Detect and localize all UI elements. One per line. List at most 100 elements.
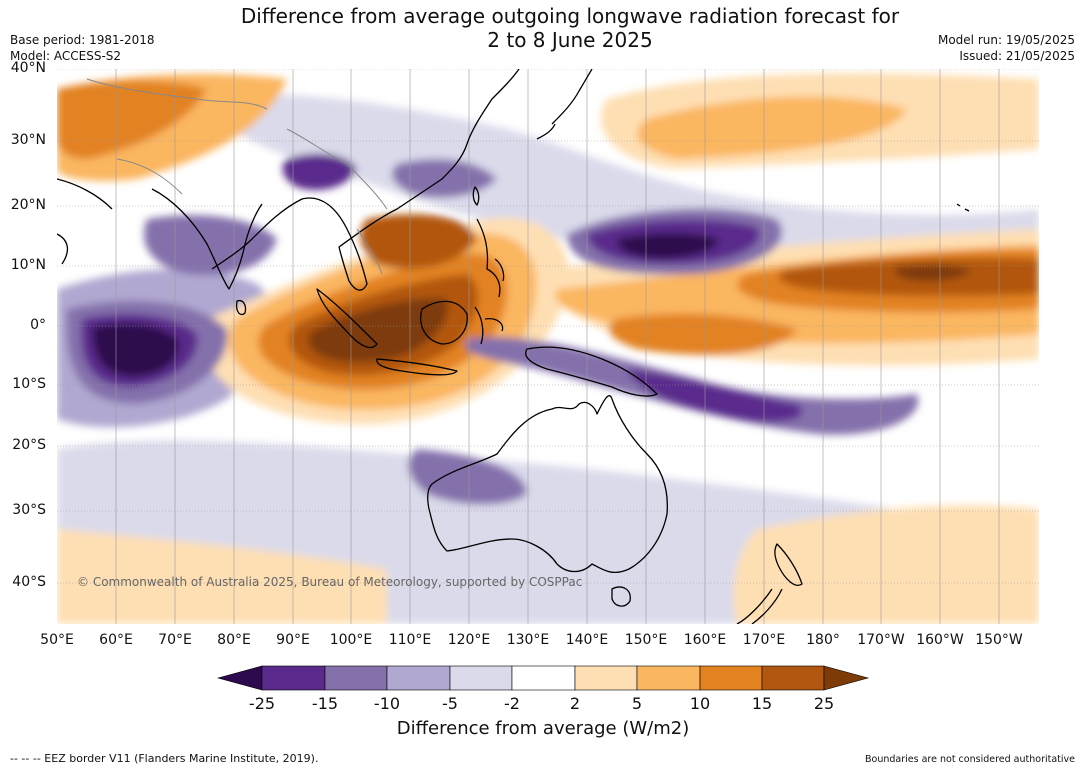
- model-name-text: Model: ACCESS-S2: [10, 49, 122, 63]
- colorbar-segment-15-to-25: [761, 665, 825, 691]
- colorbar-tick: -10: [373, 694, 401, 713]
- colorbar-segment-minus-5-to-minus-2: [449, 665, 513, 691]
- negative-anomaly-band-10-15: [143, 215, 277, 276]
- colorbar-title: Difference from average (W/m2): [396, 718, 690, 739]
- lat-label-equator: 0°: [30, 317, 46, 333]
- lon-label-150e: 150°E: [624, 632, 668, 648]
- positive-anomaly-band-10-15: [608, 313, 797, 355]
- lon-label-170e: 170°E: [742, 632, 786, 648]
- lon-label-70e: 70°E: [158, 632, 192, 648]
- colorbar-tick: 5: [631, 694, 643, 713]
- colorbar-tick: -2: [504, 694, 520, 713]
- issued-date-text: Issued: 21/05/2025: [959, 49, 1075, 63]
- colorbar-tick: -25: [248, 694, 276, 713]
- negative-anomaly-extreme: [617, 233, 719, 259]
- eez-border-note: -- -- -- EEZ border V11 (Flanders Marine…: [10, 752, 319, 765]
- lat-label-30s: 30°S: [12, 502, 46, 518]
- lat-label-40s: 40°S: [12, 574, 46, 590]
- india-coastline: [151, 188, 263, 290]
- colorbar-tick: 2: [569, 694, 581, 713]
- colorbar: [216, 665, 870, 691]
- philippines-coastline: [476, 218, 505, 298]
- japan-coastline: [536, 69, 593, 140]
- borneo-coastline: [420, 300, 468, 345]
- positive-anomaly-extreme: [308, 298, 448, 363]
- lat-label-20n: 20°N: [10, 197, 46, 213]
- arabia-coastline: [57, 178, 113, 265]
- graticule: [57, 69, 1039, 624]
- negative-anomaly-band-15-25: [627, 369, 803, 423]
- title-line-1: Difference from average outgoing longwav…: [240, 4, 900, 28]
- colorbar-tick: -15: [311, 694, 339, 713]
- lon-label-140e: 140°E: [565, 632, 609, 648]
- sumatra-coastline: [316, 288, 378, 349]
- lon-label-100e: 100°E: [329, 632, 373, 648]
- colorbar-segment-minus-10-to-minus-5: [386, 665, 451, 691]
- lon-label-50e: 50°E: [40, 632, 74, 648]
- country-borders: [86, 78, 388, 275]
- negative-anomaly-band-10-15: [408, 449, 527, 505]
- positive-anomaly-band-2-5: [733, 505, 1039, 624]
- colorbar-segment-2-to-5: [574, 665, 638, 691]
- lon-label-60e: 60°E: [99, 632, 133, 648]
- lon-label-150w: 150°W: [975, 632, 1023, 648]
- lon-label-160e: 160°E: [683, 632, 727, 648]
- lon-label-180: 180°: [806, 632, 840, 648]
- model-info: Base period: 1981-2018 Model: ACCESS-S2: [10, 32, 155, 64]
- colorbar-segment-minus-2-to-2: [511, 665, 576, 691]
- positive-anomaly-extreme: [894, 264, 972, 281]
- positive-anomaly-band-5-10: [637, 96, 907, 159]
- lon-label-160w: 160°W: [916, 632, 964, 648]
- lon-label-110e: 110°E: [388, 632, 432, 648]
- negative-anomaly-band-2-5: [197, 93, 1039, 274]
- run-info: Model run: 19/05/2025 Issued: 21/05/2025: [938, 32, 1075, 64]
- olr-anomaly-map: © Commonwealth of Australia 2025, Bureau…: [57, 69, 1039, 624]
- negative-anomaly-band-10-15: [392, 159, 497, 198]
- title-line-2: 2 to 8 June 2025: [487, 28, 653, 52]
- base-period-text: Base period: 1981-2018: [10, 33, 155, 47]
- boundary-disclaimer: Boundaries are not considered authoritat…: [865, 754, 1075, 765]
- lon-label-80e: 80°E: [217, 632, 251, 648]
- colorbar-segment-minus-25-to-minus-15: [261, 665, 326, 691]
- colorbar-tick: 25: [813, 694, 835, 713]
- new-zealand-south-island: [736, 588, 783, 624]
- mainland-asia-coastline: [211, 69, 520, 291]
- lon-label-90e: 90°E: [276, 632, 310, 648]
- sri-lanka-coastline: [235, 299, 247, 316]
- positive-anomaly-band-15-25: [360, 214, 477, 269]
- colorbar-segment-below-minus-25: [216, 665, 263, 691]
- coastlines: [57, 69, 970, 624]
- lat-label-20s: 20°S: [12, 437, 46, 453]
- copyright-notice: © Commonwealth of Australia 2025, Bureau…: [77, 575, 582, 589]
- chart-title: Difference from average outgoing longwav…: [170, 4, 970, 52]
- lon-label-170w: 170°W: [857, 632, 905, 648]
- lon-label-120e: 120°E: [447, 632, 491, 648]
- tasmania-coastline: [611, 586, 631, 607]
- positive-anomaly-band-2-5: [57, 529, 387, 624]
- new-zealand-north-island: [774, 543, 803, 586]
- anomaly-field: [57, 73, 1039, 624]
- lon-label-130e: 130°E: [506, 632, 550, 648]
- colorbar-segment-above-25: [823, 665, 870, 691]
- hawaii-islands: [956, 203, 970, 212]
- java-coastline: [376, 358, 458, 376]
- map-canvas: © Commonwealth of Australia 2025, Bureau…: [57, 69, 1039, 624]
- lat-label-10n: 10°N: [10, 257, 46, 273]
- australia-coastline: [427, 395, 668, 573]
- colorbar-tick: 10: [689, 694, 711, 713]
- sulawesi-coastline: [474, 306, 504, 345]
- taiwan-coastline: [472, 186, 480, 206]
- model-run-text: Model run: 19/05/2025: [937, 33, 1075, 47]
- lat-label-40n: 40°N: [10, 60, 46, 76]
- new-guinea-coastline: [525, 346, 658, 397]
- lat-label-10s: 10°S: [12, 376, 46, 392]
- positive-anomaly-band-10-15: [57, 80, 207, 159]
- negative-anomaly-extreme: [92, 323, 180, 377]
- lat-label-30n: 30°N: [10, 132, 46, 148]
- colorbar-tick: -5: [442, 694, 458, 713]
- negative-anomaly-band-15-25: [282, 153, 357, 190]
- colorbar-segment-5-to-10: [636, 665, 701, 691]
- colorbar-segment-10-to-15: [699, 665, 763, 691]
- colorbar-tick: 15: [751, 694, 773, 713]
- colorbar-segment-minus-15-to-minus-10: [324, 665, 388, 691]
